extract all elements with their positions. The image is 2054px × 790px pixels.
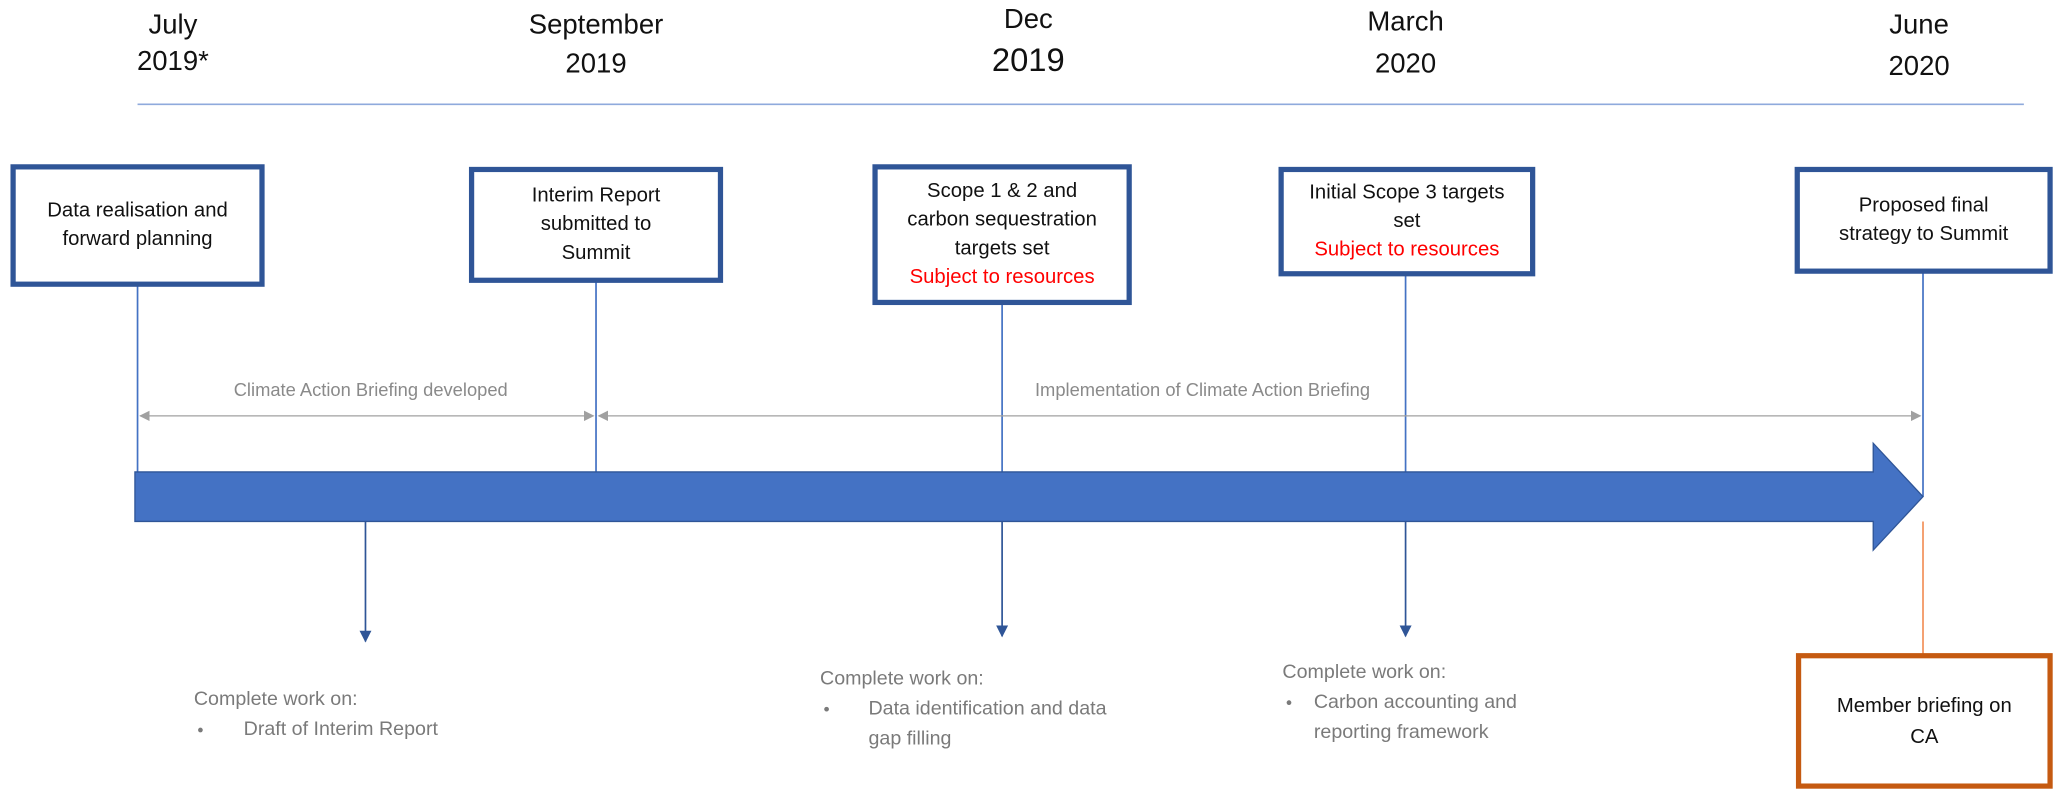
member-text: Member briefing on (1837, 695, 2012, 717)
box-text: Data realisation and (47, 200, 228, 222)
box-text: targets set (955, 237, 1050, 259)
box-text: forward planning (62, 228, 212, 250)
down-arrows (359, 521, 1412, 643)
main-arrow (134, 441, 1924, 552)
date-label: June (1889, 8, 1949, 39)
date-label: March (1367, 6, 1443, 37)
box-text: Initial Scope 3 targets (1309, 181, 1504, 203)
note-item: Draft of Interim Report (244, 718, 439, 740)
box-text: carbon sequestration (907, 209, 1097, 231)
note-item: reporting framework (1314, 721, 1489, 743)
date-label: 2019 (565, 47, 626, 78)
bullet (824, 706, 829, 712)
span-label: Climate Action Briefing developed (234, 379, 508, 400)
caveat-text: Subject to resources (1314, 239, 1499, 261)
milestone-box (10, 164, 265, 287)
box-text: Proposed final (1859, 194, 1989, 216)
note-item: Data identification and data (868, 697, 1106, 719)
note-heading: Complete work on: (820, 667, 984, 689)
connectors (136, 271, 1924, 497)
span-label: Implementation of Climate Action Briefin… (1035, 379, 1370, 400)
box-text: Scope 1 & 2 and (927, 180, 1077, 202)
date-label: 2019 (992, 41, 1065, 78)
member-text: CA (1910, 726, 1939, 748)
box-text: strategy to Summit (1839, 223, 2009, 245)
date-label: 2020 (1375, 47, 1436, 78)
date-label: 2020 (1888, 50, 1949, 81)
bullet (1286, 700, 1292, 706)
milestone-box (1278, 166, 1536, 277)
bullet (198, 727, 203, 733)
note-item: gap filling (868, 727, 951, 749)
milestone-box (872, 164, 1132, 306)
date-label: July (148, 8, 197, 39)
milestone-box (1794, 166, 2053, 274)
note-item: Carbon accounting and (1314, 691, 1517, 713)
date-label: 2019* (137, 45, 209, 76)
box-text: submitted to (541, 213, 652, 235)
date-label: Dec (1004, 3, 1053, 34)
note-heading: Complete work on: (1282, 661, 1446, 683)
box-text: Summit (562, 242, 631, 264)
milestone-box (468, 166, 724, 283)
date-label: September (529, 8, 664, 39)
member-box (1795, 653, 2053, 789)
note-heading: Complete work on: (194, 688, 358, 710)
box-text: set (1393, 210, 1420, 232)
box-text: Interim Report (532, 185, 661, 207)
caveat-text: Subject to resources (910, 266, 1095, 288)
